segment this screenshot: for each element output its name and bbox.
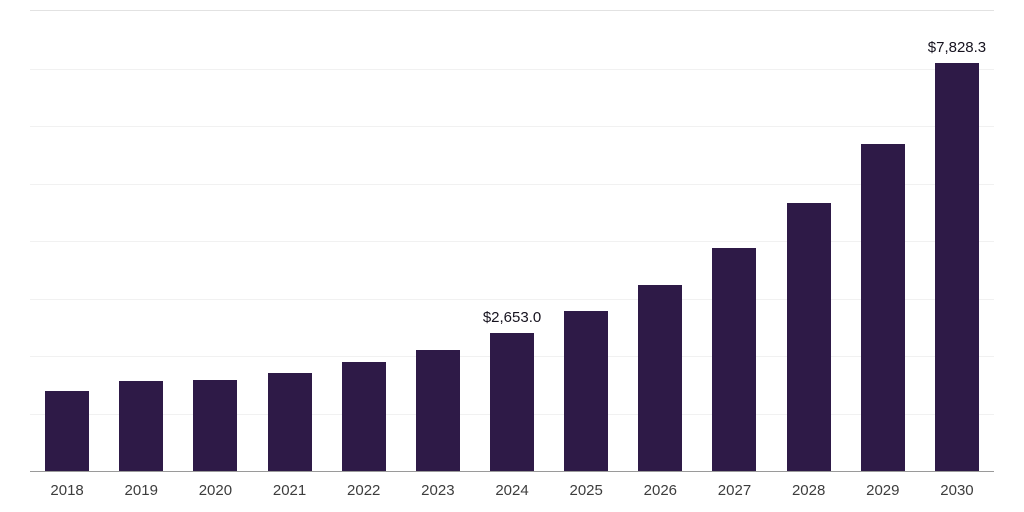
- bar-column-2025: [549, 11, 623, 471]
- bar-column-2021: [252, 11, 326, 471]
- bar-2027: [712, 248, 757, 471]
- bar-value-label-2024: $2,653.0: [482, 308, 542, 326]
- bar-column-2024: $2,653.0: [475, 11, 549, 471]
- bar-2019: [119, 380, 164, 471]
- bar-2023: [415, 350, 460, 471]
- gridline: [30, 183, 994, 185]
- gridline: [30, 298, 994, 300]
- x-axis-label-2024: 2024: [495, 482, 529, 499]
- bar-column-2029: [846, 11, 920, 471]
- bar-2020: [193, 379, 238, 471]
- bar-column-2019: [104, 11, 178, 471]
- x-axis-label-2020: 2020: [198, 482, 233, 499]
- bar-2018: [45, 390, 90, 471]
- bar-2024: [490, 332, 535, 471]
- bar-2028: [786, 202, 831, 471]
- x-axis-label-2027: 2027: [717, 482, 752, 499]
- bar-column-2022: [327, 11, 401, 471]
- x-axis-label-2018: 2018: [50, 482, 84, 499]
- x-axis-label-2022: 2022: [347, 482, 381, 499]
- gridline: [30, 241, 994, 242]
- x-axis-label-2019: 2019: [124, 482, 158, 499]
- bar-2030: [934, 63, 979, 471]
- bar-column-2023: [401, 11, 475, 471]
- bar-column-2027: [697, 11, 771, 471]
- bar-column-2018: [30, 11, 104, 471]
- gridline: [30, 126, 994, 127]
- bar-2025: [564, 311, 609, 471]
- bar-series: $2,653.0 $7,828.3: [30, 11, 994, 471]
- x-axis-label-2025: 2025: [569, 482, 603, 499]
- x-axis-label-2021: 2021: [272, 482, 307, 499]
- x-axis-label-2029: 2029: [866, 482, 900, 499]
- bar-2022: [341, 362, 386, 471]
- bar-column-2026: [623, 11, 697, 471]
- bar-value-label-2030: $7,828.3: [927, 39, 987, 57]
- x-axis-label-2026: 2026: [643, 482, 678, 499]
- x-axis-label-2028: 2028: [791, 482, 826, 499]
- bar-2026: [638, 285, 683, 471]
- bar-column-2020: [178, 11, 252, 471]
- x-axis: 2018 2019 2020 2021 2022 2023 2024 2025 2026 2027…: [30, 482, 994, 499]
- plot-area: $2,653.0 $7,828.3: [30, 10, 994, 472]
- bar-column-2028: [772, 11, 846, 471]
- x-axis-label-2023: 2023: [421, 482, 455, 499]
- bar-2021: [267, 373, 312, 471]
- x-axis-label-2030: 2030: [940, 482, 974, 499]
- gridline: [30, 68, 994, 70]
- bar-2029: [860, 143, 905, 471]
- bar-column-2030: $7,828.3: [920, 11, 994, 471]
